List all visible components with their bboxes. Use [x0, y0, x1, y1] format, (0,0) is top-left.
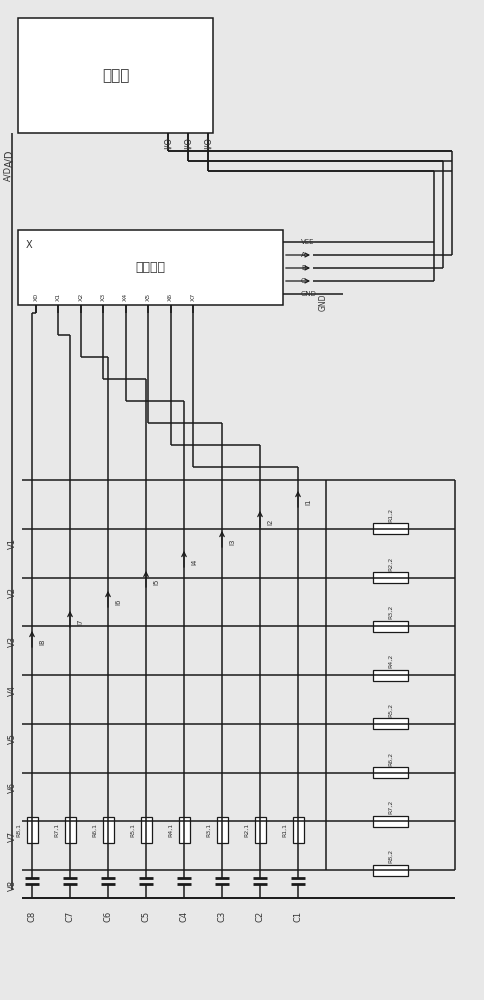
Text: C4: C4: [180, 910, 188, 922]
Text: C8: C8: [28, 910, 36, 922]
Bar: [373, 621, 408, 632]
Text: 控制器: 控制器: [102, 68, 129, 83]
Text: R2,2: R2,2: [388, 556, 393, 571]
Text: I8: I8: [39, 639, 45, 645]
Text: V6: V6: [7, 782, 16, 793]
Bar: [216, 817, 227, 843]
Text: R7,1: R7,1: [55, 823, 60, 837]
Text: V4: V4: [7, 684, 16, 696]
Text: R6,2: R6,2: [388, 751, 393, 766]
Text: V8: V8: [7, 879, 16, 891]
Text: B: B: [301, 265, 306, 271]
Text: C5: C5: [141, 910, 151, 922]
Text: C7: C7: [65, 910, 75, 922]
Text: I/O: I/O: [183, 137, 193, 149]
Bar: [373, 572, 408, 583]
Text: I3: I3: [229, 539, 235, 545]
Text: R4,1: R4,1: [168, 823, 173, 837]
Text: R5,1: R5,1: [131, 823, 136, 837]
Text: I/O: I/O: [203, 137, 212, 149]
Text: R8,1: R8,1: [16, 823, 21, 837]
Text: I2: I2: [267, 519, 273, 525]
Bar: [27, 817, 37, 843]
Text: C2: C2: [256, 910, 264, 922]
Text: R5,2: R5,2: [388, 703, 393, 717]
Text: C3: C3: [217, 910, 227, 922]
Text: I/O: I/O: [164, 137, 172, 149]
Text: X0: X0: [33, 293, 39, 301]
Bar: [18, 18, 213, 133]
Text: V5: V5: [7, 733, 16, 744]
Text: X5: X5: [146, 293, 151, 301]
Text: A: A: [301, 252, 306, 258]
Text: R6,1: R6,1: [92, 823, 97, 837]
Text: I7: I7: [77, 619, 83, 625]
Text: R8,2: R8,2: [388, 849, 393, 863]
Bar: [179, 817, 190, 843]
Bar: [140, 817, 151, 843]
Text: A/D: A/D: [3, 165, 13, 181]
Text: V3: V3: [7, 636, 16, 647]
Text: R4,2: R4,2: [388, 654, 393, 668]
Text: C: C: [301, 278, 306, 284]
Text: X6: X6: [168, 293, 173, 301]
Bar: [64, 817, 76, 843]
Text: X4: X4: [123, 293, 128, 301]
Text: R7,2: R7,2: [388, 800, 393, 814]
Bar: [373, 864, 408, 876]
Bar: [373, 718, 408, 729]
Text: A/D: A/D: [5, 149, 15, 167]
Text: GND: GND: [318, 293, 328, 311]
Text: 模拟开关: 模拟开关: [136, 261, 166, 274]
Bar: [373, 670, 408, 680]
Bar: [373, 767, 408, 778]
Text: R3,1: R3,1: [207, 823, 212, 837]
Text: V2: V2: [7, 587, 16, 598]
Text: X2: X2: [78, 293, 83, 301]
Text: GND: GND: [301, 291, 317, 297]
Text: V7: V7: [7, 831, 16, 842]
Bar: [255, 817, 266, 843]
Text: I1: I1: [305, 499, 311, 505]
Text: X3: X3: [101, 293, 106, 301]
Bar: [373, 816, 408, 827]
Text: R2,1: R2,1: [244, 823, 249, 837]
Text: R1,1: R1,1: [283, 823, 287, 837]
Bar: [292, 817, 303, 843]
Text: V1: V1: [7, 538, 16, 549]
Bar: [103, 817, 114, 843]
Text: I5: I5: [153, 579, 159, 585]
Text: C1: C1: [293, 910, 302, 922]
Text: I6: I6: [115, 599, 121, 605]
Text: X: X: [26, 240, 32, 250]
Text: I4: I4: [191, 559, 197, 565]
Bar: [18, 230, 283, 305]
Text: C6: C6: [104, 910, 112, 922]
Bar: [373, 523, 408, 534]
Text: R3,2: R3,2: [388, 605, 393, 619]
Text: X1: X1: [56, 293, 61, 301]
Text: R1,2: R1,2: [388, 508, 393, 522]
Text: X7: X7: [191, 293, 196, 301]
Text: VEE: VEE: [301, 239, 315, 245]
